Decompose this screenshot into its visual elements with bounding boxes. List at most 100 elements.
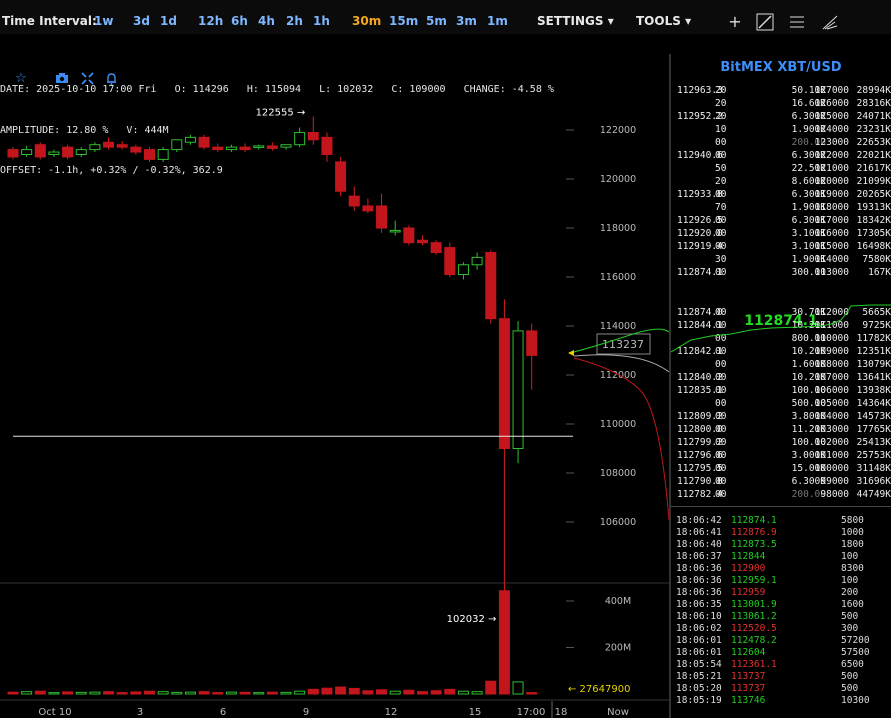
- interval-1m[interactable]: 1m: [487, 14, 508, 28]
- orderbook-cell: 00: [715, 320, 727, 331]
- orderbook-row[interactable]: 30 1.900K 114000 7580K: [671, 253, 891, 266]
- depth-curve: [671, 304, 891, 353]
- interval-6h[interactable]: 6h: [231, 14, 248, 28]
- orderbook-row[interactable]: 112952.2 20 6.300K 125000 24071K: [671, 110, 891, 123]
- trade-time: 18:06:01: [676, 647, 722, 658]
- interval-1h[interactable]: 1h: [313, 14, 330, 28]
- interval-12h[interactable]: 12h: [198, 14, 224, 28]
- orderbook-row[interactable]: 00 500.00 105000 14364K: [671, 397, 891, 410]
- orderbook-cell: 23231K: [856, 124, 891, 135]
- orderbook-row[interactable]: 112840.2 00 10.20K 107000 13641K: [671, 371, 891, 384]
- time-tick-label: 17:00: [517, 707, 546, 718]
- trade-row: 18:06:37 112844 100: [671, 551, 891, 562]
- orderbook-cell: 10.20K: [791, 372, 826, 383]
- orderbook-row[interactable]: 20 8.600K 120000 21099K: [671, 175, 891, 188]
- crosshair-icon[interactable]: +: [728, 12, 742, 31]
- orderbook-cell: 44749K: [856, 489, 891, 500]
- interval-15m[interactable]: 15m: [389, 14, 419, 28]
- fullscreen-icon[interactable]: [79, 72, 95, 86]
- orderbook-row[interactable]: 00 200.00 123000 22653K: [671, 136, 891, 149]
- candle-body: [34, 144, 46, 158]
- interval-3d[interactable]: 3d: [133, 14, 150, 28]
- trade-time: 18:06:01: [676, 635, 722, 646]
- candle-body: [389, 229, 401, 233]
- orderbook-row[interactable]: 112844.1 00 10.20K 111000 9725K: [671, 319, 891, 332]
- orderbook-cell: 167K: [868, 267, 891, 278]
- orderbook-row[interactable]: 112809.2 00 3.800K 104000 14573K: [671, 410, 891, 423]
- star-icon[interactable]: ☆: [15, 71, 27, 86]
- orderbook-row[interactable]: 112782.4 00 200.00 98000 44749K: [671, 488, 891, 501]
- orderbook-row[interactable]: 50 22.50K 121000 21617K: [671, 162, 891, 175]
- candle-body: [239, 146, 251, 151]
- trade-row: 18:06:42 112874.1 5800: [671, 515, 891, 526]
- orderbook-cell: 00: [715, 228, 727, 239]
- camera-icon[interactable]: [54, 72, 70, 86]
- orderbook-cell: 109000: [814, 346, 849, 357]
- settings-menu[interactable]: SETTINGS ▾: [537, 14, 614, 28]
- orderbook-cell: 00: [715, 333, 727, 344]
- orderbook-cell: 112874.0: [677, 307, 723, 318]
- candle-body: [335, 161, 347, 192]
- orderbook-row[interactable]: 112874.0 00 30.70K 112000 5665K: [671, 306, 891, 319]
- orderbook-row[interactable]: 112920.0 00 3.100K 116000 17305K: [671, 227, 891, 240]
- orderbook-row[interactable]: 112835.1 00 100.00 106000 13938K: [671, 384, 891, 397]
- trade-size: 5800: [841, 515, 864, 526]
- volume-bar: [253, 692, 265, 695]
- fib-icon[interactable]: [820, 13, 840, 31]
- orderbook-row[interactable]: 112874.1 00 300.00 113000 167K: [671, 266, 891, 279]
- time-tick-label: 3: [137, 707, 143, 718]
- last-volume-label: ← 27647900: [568, 684, 630, 695]
- price-chart[interactable]: 122000 120000 118000 116000 114000 112000 1100…: [0, 0, 669, 718]
- orderbook-row[interactable]: 00 1.600K 108000 13079K: [671, 358, 891, 371]
- orderbook-row[interactable]: 112799.2 00 100.00 102000 25413K: [671, 436, 891, 449]
- volume-bar: [376, 689, 388, 695]
- orderbook-row[interactable]: 112926.5 00 6.300K 117000 18342K: [671, 214, 891, 227]
- orderbook-row[interactable]: 112796.6 00 3.000K 101000 25753K: [671, 449, 891, 462]
- orderbook-row[interactable]: 20 16.60K 126000 28316K: [671, 97, 891, 110]
- orderbook-cell: 30: [715, 254, 727, 265]
- candle-body: [457, 264, 469, 276]
- orderbook-cell: 125000: [814, 111, 849, 122]
- panel-divider[interactable]: [669, 54, 671, 718]
- orderbook-row[interactable]: 112940.6 00 6.300K 122000 22021K: [671, 149, 891, 162]
- interval-1d[interactable]: 1d: [160, 14, 177, 28]
- trendline-icon[interactable]: [755, 13, 775, 31]
- orderbook-row[interactable]: 112919.4 00 3.100K 115000 16498K: [671, 240, 891, 253]
- trade-size: 1600: [841, 599, 864, 610]
- orderbook-row[interactable]: 112795.5 00 15.00K 100000 31148K: [671, 462, 891, 475]
- interval-2h[interactable]: 2h: [286, 14, 303, 28]
- interval-30m[interactable]: 30m: [352, 14, 382, 28]
- orderbook-row[interactable]: 112933.8 00 6.300K 119000 20265K: [671, 188, 891, 201]
- orderbook-row[interactable]: 112800.0 00 11.20K 103000 17765K: [671, 423, 891, 436]
- trade-price: 112900: [731, 563, 766, 574]
- trade-row: 18:05:20 113737 500: [671, 683, 891, 694]
- orderbook-cell: 70: [715, 202, 727, 213]
- interval-3m[interactable]: 3m: [456, 14, 477, 28]
- candle-body: [471, 256, 483, 266]
- orderbook-cell: 31148K: [856, 463, 891, 474]
- orderbook-cell: 3.100K: [791, 228, 826, 239]
- orderbook-cell: 123000: [814, 137, 849, 148]
- orderbook-row[interactable]: 00 800.00 110000 11782K: [671, 332, 891, 345]
- orderbook-row[interactable]: 112842.1 00 10.20K 109000 12351K: [671, 345, 891, 358]
- candle-body: [294, 131, 306, 146]
- hlines-icon[interactable]: [787, 13, 807, 31]
- orderbook-row[interactable]: 112790.8 00 6.300K 99000 31696K: [671, 475, 891, 488]
- trade-row: 18:06:01 112478.2 57200: [671, 635, 891, 646]
- orderbook-row[interactable]: 10 1.900K 124000 23231K: [671, 123, 891, 136]
- trade-time: 18:06:37: [676, 551, 722, 562]
- interval-5m[interactable]: 5m: [426, 14, 447, 28]
- tools-menu[interactable]: TOOLS ▾: [636, 14, 691, 28]
- candle-body: [48, 151, 60, 156]
- trade-time: 18:06:10: [676, 611, 722, 622]
- orderbook-cell: 31696K: [856, 476, 891, 487]
- volume-bar: [417, 691, 428, 695]
- orderbook-cell: 22021K: [856, 150, 891, 161]
- bell-icon[interactable]: [103, 72, 119, 86]
- orderbook-row[interactable]: 112963.3 20 50.10K 127000 28994K: [671, 84, 891, 97]
- orderbook-row[interactable]: 70 1.900K 118000 19313K: [671, 201, 891, 214]
- tools-label: TOOLS: [636, 14, 681, 28]
- interval-4h[interactable]: 4h: [258, 14, 275, 28]
- interval-1w[interactable]: 1w: [94, 14, 114, 28]
- orderbook-cell: 00: [715, 437, 727, 448]
